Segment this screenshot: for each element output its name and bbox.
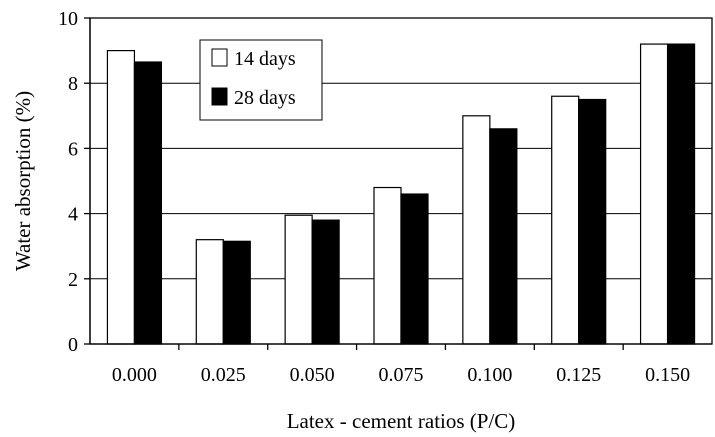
y-tick-label: 4	[68, 204, 78, 226]
x-tick-label: 0.000	[112, 364, 157, 386]
bar-14-days-0.100	[462, 115, 491, 345]
legend-label-28-days: 28 days	[234, 87, 296, 109]
x-tick-label: 0.125	[556, 364, 601, 386]
bar-28-days-0.150	[666, 43, 696, 345]
bar-28-days-0.050	[311, 219, 340, 345]
bar-28-days-0.125	[578, 98, 607, 345]
y-tick-label: 0	[68, 334, 78, 356]
legend-swatch-28-days	[211, 87, 228, 106]
bar-14-days-0.050	[284, 214, 313, 345]
y-tick-label: 2	[68, 269, 78, 291]
x-tick-label: 0.050	[290, 364, 335, 386]
legend-swatch-14-days	[211, 48, 228, 67]
bars	[106, 43, 696, 345]
legend: 14 days 28 days	[199, 39, 323, 121]
bar-14-days-0.000	[106, 49, 136, 345]
x-tick-label: 0.150	[645, 364, 690, 386]
bar-28-days-0.000	[133, 61, 163, 345]
bar-14-days-0.150	[639, 43, 669, 345]
y-axis-title: Water absorption (%)	[11, 91, 35, 271]
x-tick-label: 0.075	[379, 364, 424, 386]
x-tick-labels: 0.000 0.025 0.050 0.075 0.100 0.125 0.150	[112, 344, 690, 386]
axes	[89, 17, 713, 345]
x-axis-title: Latex - cement ratios (P/C)	[287, 409, 516, 433]
bar-28-days-0.075	[400, 193, 429, 345]
y-tick-labels: 0 2 4 6 8 10	[58, 8, 90, 356]
bar-28-days-0.100	[489, 128, 518, 345]
x-tick-label: 0.100	[467, 364, 512, 386]
bar-14-days-0.025	[195, 239, 224, 345]
bar-28-days-0.025	[222, 240, 251, 345]
x-tick-label: 0.025	[201, 364, 246, 386]
bar-14-days-0.125	[551, 95, 580, 345]
y-tick-label: 8	[68, 73, 78, 95]
plot-frame	[89, 17, 713, 345]
y-tick-label: 6	[68, 138, 78, 160]
legend-label-14-days: 14 days	[234, 48, 296, 70]
y-tick-label: 10	[58, 8, 78, 30]
bar-14-days-0.075	[373, 186, 402, 345]
